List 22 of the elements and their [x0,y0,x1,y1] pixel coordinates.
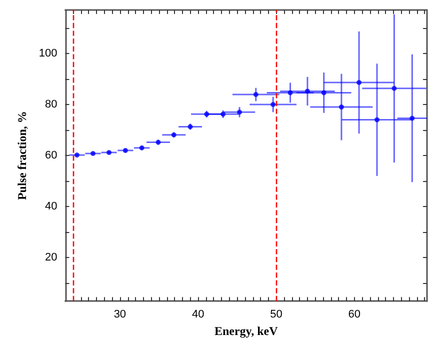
point [338,104,344,110]
y-tick-label: 40 [45,200,58,213]
y-tick-label: 100 [38,47,58,60]
point [270,102,276,107]
y-tick-label: 80 [45,98,58,110]
point [236,110,242,115]
point [304,88,310,94]
point [288,90,293,96]
point [410,116,415,121]
point [392,86,397,91]
point [374,117,380,122]
point [253,92,258,98]
x-tick-label: 50 [270,308,282,321]
point [356,80,362,86]
y-tick-label: 60 [45,150,58,162]
y-tick-label: 20 [45,252,58,264]
point [321,90,326,96]
x-axis-title: Energy, keV [214,324,278,338]
y-axis-title: Pulse fraction, % [15,111,29,200]
x-tick-label: 30 [114,308,126,321]
x-tick-label: 60 [348,308,360,321]
x-tick-label: 40 [192,308,204,321]
